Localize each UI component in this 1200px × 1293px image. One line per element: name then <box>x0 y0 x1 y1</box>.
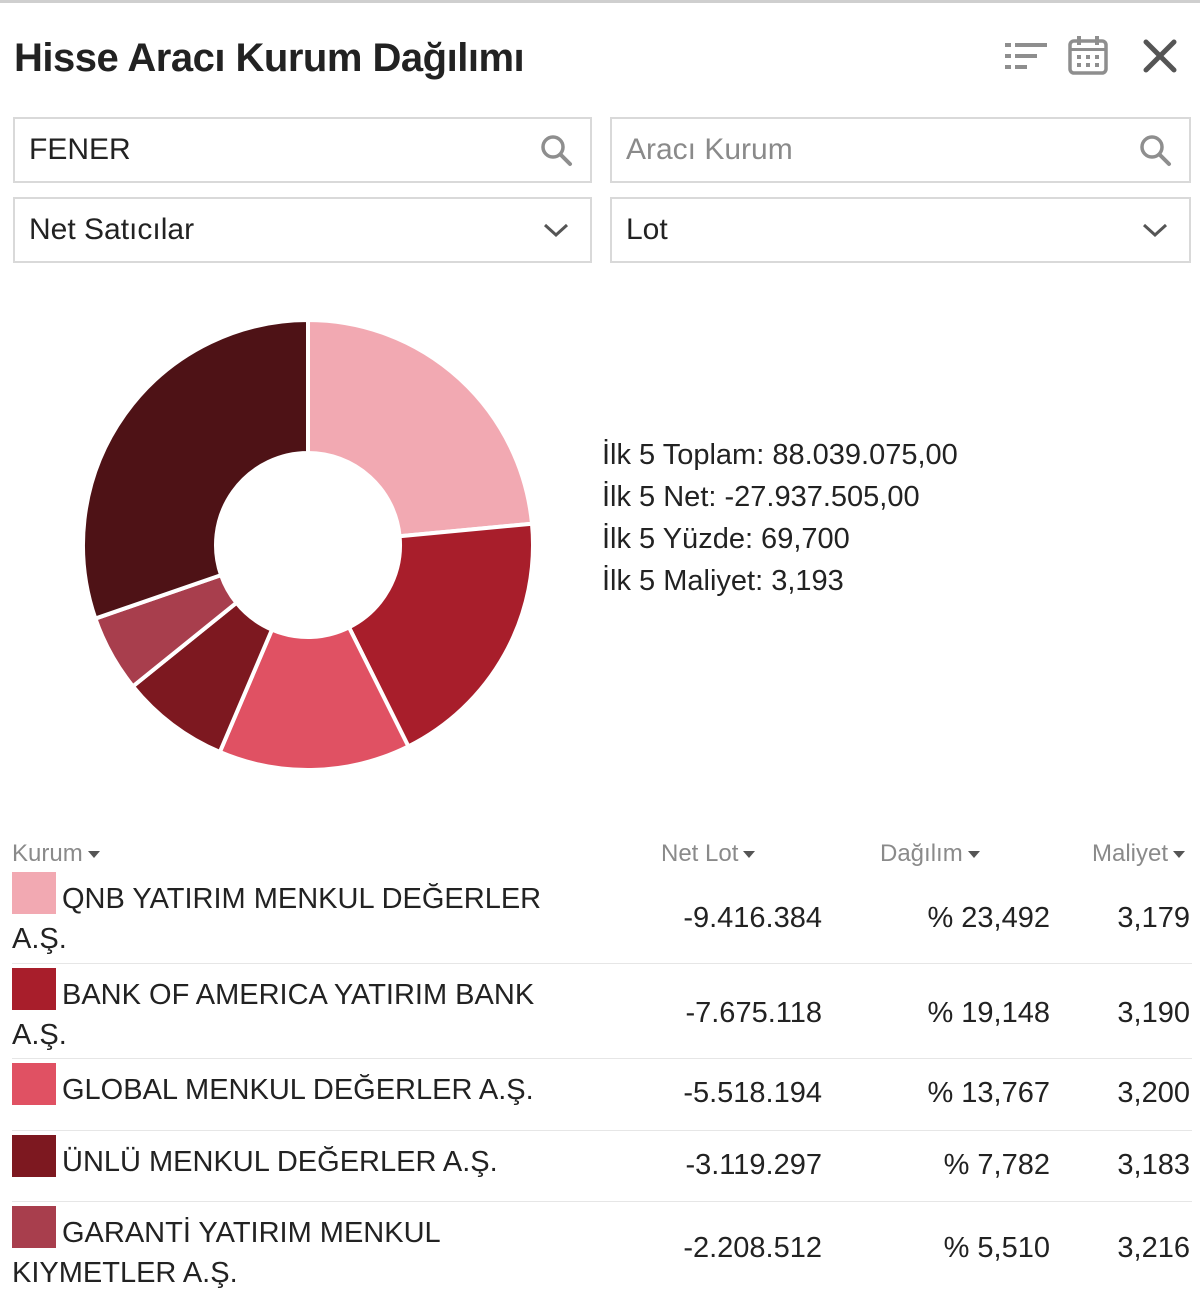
cost-cell: 3,190 <box>1117 997 1190 1029</box>
column-header-label: Maliyet <box>1092 840 1169 867</box>
stat-cost: İlk 5 Maliyet: 3,193 <box>602 565 844 597</box>
broker-distribution-donut-chart <box>81 318 535 772</box>
net-lot-cell: -5.518.194 <box>683 1077 822 1109</box>
table-row[interactable]: QNB YATIRIM MENKUL DEĞERLER A.Ş. -9.416.… <box>12 868 1192 964</box>
broker-name: QNB YATIRIM MENKUL DEĞERLER A.Ş. <box>12 872 572 959</box>
broker-name: BANK OF AMERICA YATIRIM BANK A.Ş. <box>12 968 572 1055</box>
column-header-dagilim[interactable]: Dağılım <box>880 840 980 868</box>
table-row[interactable]: ÜNLÜ MENKUL DEĞERLER A.Ş. -3.119.297 % 7… <box>12 1131 1192 1202</box>
cost-cell: 3,179 <box>1117 902 1190 934</box>
broker-name: GLOBAL MENKUL DEĞERLER A.Ş. <box>12 1063 572 1110</box>
side-select-value: Net Satıcılar <box>29 213 195 246</box>
sort-caret-icon <box>967 851 980 859</box>
donut-slice[interactable] <box>217 625 411 772</box>
stat-net: İlk 5 Net: -27.937.505,00 <box>602 481 920 513</box>
column-header-label: Dağılım <box>880 840 963 867</box>
broker-name-text: BANK OF AMERICA YATIRIM BANK A.Ş. <box>12 979 535 1051</box>
unit-select[interactable]: Lot <box>610 197 1191 263</box>
column-header-label: Net Lot <box>661 840 739 867</box>
sort-list-icon[interactable] <box>1002 32 1050 80</box>
color-swatch <box>12 1135 56 1177</box>
donut-slice[interactable] <box>81 318 310 621</box>
broker-name-text: QNB YATIRIM MENKUL DEĞERLER A.Ş. <box>12 883 542 955</box>
stat-total: İlk 5 Toplam: 88.039.075,00 <box>602 439 958 471</box>
distribution-cell: % 13,767 <box>927 1077 1050 1109</box>
broker-name-text: ÜNLÜ MENKUL DEĞERLER A.Ş. <box>62 1146 498 1178</box>
cost-cell: 3,200 <box>1117 1077 1190 1109</box>
top5-stats: İlk 5 Toplam: 88.039.075,00 İlk 5 Net: -… <box>602 434 958 602</box>
distribution-cell: % 23,492 <box>927 902 1050 934</box>
side-select[interactable]: Net Satıcılar <box>13 197 592 263</box>
distribution-cell: % 5,510 <box>943 1232 1050 1264</box>
top-border <box>0 0 1200 3</box>
search-icon[interactable] <box>536 130 576 170</box>
search-icon[interactable] <box>1135 130 1175 170</box>
net-lot-cell: -3.119.297 <box>685 1149 822 1181</box>
stat-percent: İlk 5 Yüzde: 69,700 <box>602 523 850 555</box>
broker-name: GARANTİ YATIRIM MENKUL KIYMETLER A.Ş. <box>12 1206 572 1293</box>
page-title: Hisse Aracı Kurum Dağılımı <box>14 36 525 80</box>
unit-select-value: Lot <box>626 213 668 246</box>
broker-search-field[interactable] <box>610 117 1191 183</box>
column-header-kurum[interactable]: Kurum <box>12 840 100 868</box>
color-swatch <box>12 1063 56 1105</box>
close-icon[interactable] <box>1136 32 1184 80</box>
color-swatch <box>12 968 56 1010</box>
chevron-down-icon[interactable] <box>536 210 576 250</box>
sort-caret-icon <box>87 851 100 859</box>
table-row[interactable]: GLOBAL MENKUL DEĞERLER A.Ş. -5.518.194 %… <box>12 1059 1192 1131</box>
cost-cell: 3,216 <box>1117 1232 1190 1264</box>
donut-slice[interactable] <box>306 318 534 539</box>
panel-header: Hisse Aracı Kurum Dağılımı <box>0 18 1200 98</box>
color-swatch <box>12 872 56 914</box>
sort-caret-icon <box>743 851 756 859</box>
stock-search-input[interactable] <box>29 133 536 167</box>
column-header-label: Kurum <box>12 840 83 867</box>
distribution-cell: % 19,148 <box>927 997 1050 1029</box>
net-lot-cell: -7.675.118 <box>685 997 822 1029</box>
sort-caret-icon <box>1173 851 1186 859</box>
chevron-down-icon[interactable] <box>1135 210 1175 250</box>
color-swatch <box>12 1206 56 1248</box>
table-header: Kurum Net Lot Dağılım Maliyet <box>0 838 1200 874</box>
donut-slice[interactable] <box>347 521 535 749</box>
broker-search-input[interactable] <box>626 133 1135 167</box>
column-header-maliyet[interactable]: Maliyet <box>1092 840 1186 868</box>
broker-name-text: GARANTİ YATIRIM MENKUL KIYMETLER A.Ş. <box>12 1217 440 1289</box>
net-lot-cell: -2.208.512 <box>683 1232 822 1264</box>
distribution-cell: % 7,782 <box>943 1149 1050 1181</box>
cost-cell: 3,183 <box>1117 1149 1190 1181</box>
table-row[interactable]: BANK OF AMERICA YATIRIM BANK A.Ş. -7.675… <box>12 964 1192 1059</box>
broker-name: ÜNLÜ MENKUL DEĞERLER A.Ş. <box>12 1135 572 1182</box>
table-row[interactable]: GARANTİ YATIRIM MENKUL KIYMETLER A.Ş. -2… <box>12 1202 1192 1289</box>
net-lot-cell: -9.416.384 <box>683 902 822 934</box>
broker-name-text: GLOBAL MENKUL DEĞERLER A.Ş. <box>62 1074 534 1106</box>
calendar-icon[interactable] <box>1064 32 1112 80</box>
column-header-net-lot[interactable]: Net Lot <box>661 840 756 868</box>
stock-search-field[interactable] <box>13 117 592 183</box>
